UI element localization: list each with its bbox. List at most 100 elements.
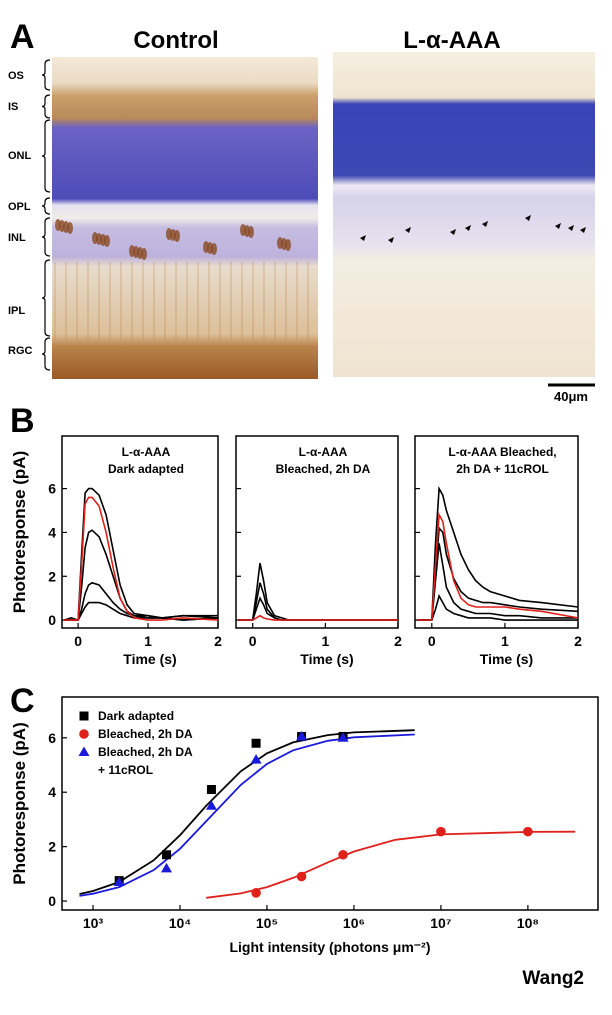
- x-tick-label: 2: [574, 633, 582, 649]
- y-tick-label: 0: [48, 893, 56, 909]
- layer-label: RGC: [8, 345, 33, 357]
- point: [251, 888, 261, 898]
- chart-title: 2h DA + 11cROL: [456, 462, 549, 476]
- arrowhead: [525, 215, 531, 221]
- cell: [285, 239, 291, 251]
- panel-label: B: [10, 402, 35, 440]
- chart-title: L-α-AAA Bleached,: [448, 445, 556, 459]
- arrowhead: [555, 223, 561, 229]
- point: [79, 711, 89, 721]
- y-axis-label: Photoresponse (pA): [10, 722, 29, 884]
- panel-label: C: [10, 682, 35, 720]
- trace: [64, 496, 219, 621]
- arrowhead: [568, 225, 574, 231]
- x-tick-label: 1: [144, 633, 152, 649]
- cell: [104, 235, 110, 247]
- legend-label: Bleached, 2h DA: [98, 727, 193, 741]
- layer-brace: [41, 259, 51, 337]
- x-tick-label: 10⁸: [517, 915, 539, 931]
- image-title: Control: [133, 27, 218, 54]
- point: [162, 850, 172, 860]
- trace: [63, 487, 218, 622]
- chart-title: L-α-AAA: [299, 445, 348, 459]
- x-axis-label: Time (s): [123, 651, 176, 667]
- x-tick-label: 1: [321, 633, 329, 649]
- point: [78, 746, 90, 756]
- layer-label: INL: [8, 232, 26, 244]
- x-axis-label: Time (s): [480, 651, 533, 667]
- layer-brace: [41, 217, 51, 257]
- legend-label: + 11cROL: [98, 763, 153, 777]
- layer-label: OPL: [8, 201, 31, 213]
- layer-label: ONL: [8, 150, 32, 162]
- chart-title: L-α-AAA: [122, 445, 171, 459]
- x-tick-label: 10⁷: [430, 915, 452, 931]
- point: [251, 738, 261, 748]
- cell: [248, 226, 254, 238]
- trace: [64, 601, 219, 621]
- point: [79, 729, 89, 739]
- trace: [64, 581, 219, 621]
- trace: [417, 485, 579, 621]
- y-tick-label: 6: [48, 730, 56, 746]
- layer-brace: [41, 59, 51, 91]
- arrowhead: [388, 237, 394, 243]
- trace: [417, 543, 578, 621]
- x-tick-label: 10⁵: [256, 915, 278, 931]
- layer-brace: [41, 337, 51, 371]
- y-tick-label: 4: [48, 524, 56, 540]
- y-tick-label: 2: [48, 568, 56, 584]
- treated-image: [333, 52, 595, 377]
- point: [523, 826, 533, 837]
- x-tick-label: 0: [249, 633, 257, 649]
- x-tick-label: 10³: [83, 915, 104, 931]
- x-tick-label: 0: [428, 633, 436, 649]
- point: [113, 876, 125, 886]
- image-title: L-α-AAA: [403, 27, 500, 54]
- layer-label: IPL: [8, 305, 25, 317]
- x-tick-label: 2: [394, 633, 402, 649]
- point: [296, 871, 307, 882]
- scale-bar-label: 40μm: [554, 389, 588, 404]
- cell: [141, 248, 147, 260]
- point: [205, 800, 217, 810]
- layer-brace: [41, 197, 51, 215]
- plot-frame: [61, 696, 599, 911]
- cell: [174, 230, 180, 242]
- arrowhead: [405, 227, 411, 233]
- legend-label: Dark adapted: [98, 709, 174, 723]
- y-tick-label: 4: [48, 784, 56, 800]
- cell: [67, 222, 73, 234]
- trace: [417, 593, 578, 621]
- x-tick-label: 1: [501, 633, 509, 649]
- point: [436, 826, 446, 837]
- y-axis-label: Photoresponse (pA): [10, 451, 29, 613]
- footer: Wang2: [522, 968, 584, 989]
- y-tick-label: 2: [48, 839, 56, 855]
- fit-curve: [206, 830, 576, 899]
- x-tick-label: 10⁴: [169, 915, 192, 931]
- control-image: [52, 57, 318, 379]
- cell: [211, 243, 217, 255]
- layer-brace: [41, 119, 51, 193]
- x-axis-label: Time (s): [300, 651, 353, 667]
- chart-title: Bleached, 2h DA: [276, 462, 371, 476]
- point: [206, 784, 216, 794]
- point: [296, 730, 308, 741]
- arrowhead: [465, 225, 471, 231]
- point: [338, 849, 348, 860]
- point: [250, 754, 262, 764]
- y-tick-label: 0: [48, 612, 56, 628]
- point: [337, 732, 349, 742]
- layer-label: OS: [8, 70, 24, 82]
- x-tick-label: 10⁶: [343, 915, 365, 931]
- fit-curve: [79, 733, 415, 897]
- arrowhead: [450, 229, 456, 235]
- layer-label: IS: [8, 101, 18, 113]
- x-tick-label: 2: [214, 633, 222, 649]
- x-axis-label: Light intensity (photons μm⁻²): [229, 939, 430, 955]
- legend-label: Bleached, 2h DA: [98, 745, 193, 759]
- arrowhead: [482, 221, 488, 227]
- trace: [417, 512, 579, 621]
